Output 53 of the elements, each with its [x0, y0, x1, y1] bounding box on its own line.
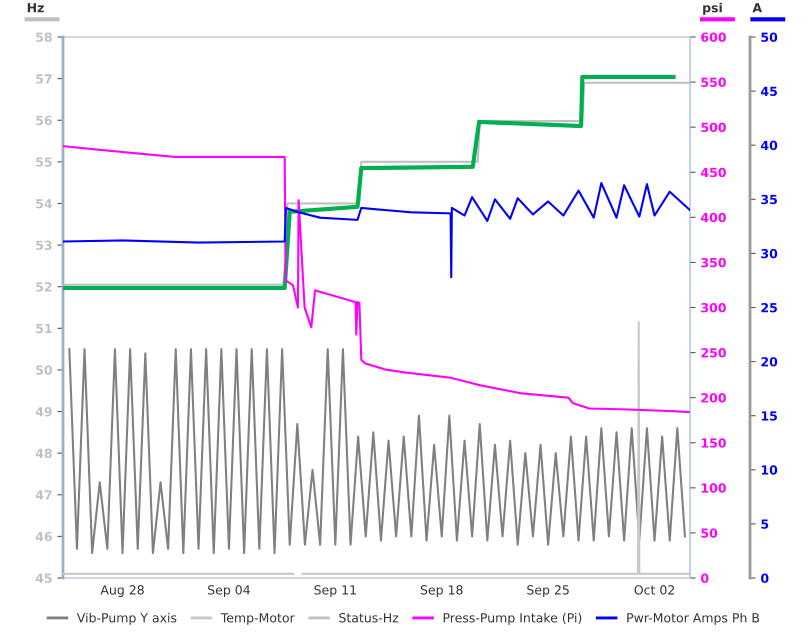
y2-tick-label: 100	[702, 483, 726, 493]
y2-tick-label: 250	[701, 348, 726, 358]
y3-tick-label: 35	[761, 194, 777, 204]
y2-tick-label: 350	[701, 258, 726, 268]
y2-tick-label: 600	[701, 32, 726, 42]
y3-tick-label: 50	[761, 32, 778, 42]
x-tick-label: Sep 04	[208, 585, 250, 598]
y3-axis-title: A	[752, 3, 762, 12]
y-tick-label: 47	[36, 490, 52, 500]
y-tick-label: 45	[36, 574, 52, 583]
y3-tick-label: 20	[761, 357, 778, 367]
y3-tick-label: 5	[761, 520, 768, 529]
y-tick-label: 56	[36, 116, 52, 126]
y3-tick-label: 25	[761, 302, 777, 312]
y-tick-label: 46	[36, 532, 52, 542]
x-tick-label: Sep 11	[314, 585, 356, 598]
x-tick-label: Oct 02	[634, 585, 674, 595]
x-tick-label: Sep 25	[527, 585, 569, 598]
legend-label: Vib-Pump Y axis	[76, 612, 176, 625]
y3-tick-label: 30	[761, 248, 778, 258]
line-series	[68, 348, 686, 554]
y2-tick-label: 50	[701, 528, 718, 538]
y3-tick-label: 0	[761, 573, 769, 583]
y-tick-label: 58	[36, 32, 52, 42]
y2-tick-label: 500	[701, 122, 726, 132]
y-tick-label: 51	[36, 324, 52, 334]
y-tick-label: 49	[36, 407, 52, 416]
y2-axis-title: psi	[703, 2, 722, 15]
y-tick-label: 48	[36, 448, 52, 458]
y-tick-label: 54	[36, 199, 52, 208]
y-tick-label: 55	[36, 157, 52, 167]
y2-tick-label: 0	[701, 573, 709, 583]
y-axis-title: Hz	[28, 3, 44, 12]
y-tick-label: 50	[36, 365, 52, 375]
legend-label: Temp-Motor	[220, 613, 295, 625]
x-tick-label: Sep 18	[420, 585, 463, 598]
y2-tick-label: 300	[701, 302, 726, 312]
y2-tick-label: 400	[700, 212, 726, 222]
y3-tick-label: 15	[762, 411, 777, 421]
y2-tick-label: 550	[701, 78, 726, 88]
y3-tick-label: 40	[760, 140, 778, 150]
y3-tick-label: 45	[760, 86, 777, 96]
y2-tick-label: 150	[702, 438, 726, 448]
y3-tick-label: 10	[762, 465, 778, 475]
x-tick-label: Aug 28	[100, 585, 144, 598]
y-tick-label: 53	[36, 240, 52, 250]
y2-tick-label: 450	[700, 168, 726, 178]
y-tick-label: 57	[36, 74, 52, 84]
legend-label: Pwr-Motor Amps Ph B	[627, 612, 760, 625]
legend-label: Status-Hz	[339, 613, 398, 622]
y-tick-label: 52	[36, 282, 52, 292]
legend-label: Press-Pump Intake (Pi)	[444, 612, 582, 625]
y2-tick-label: 200	[701, 393, 726, 403]
